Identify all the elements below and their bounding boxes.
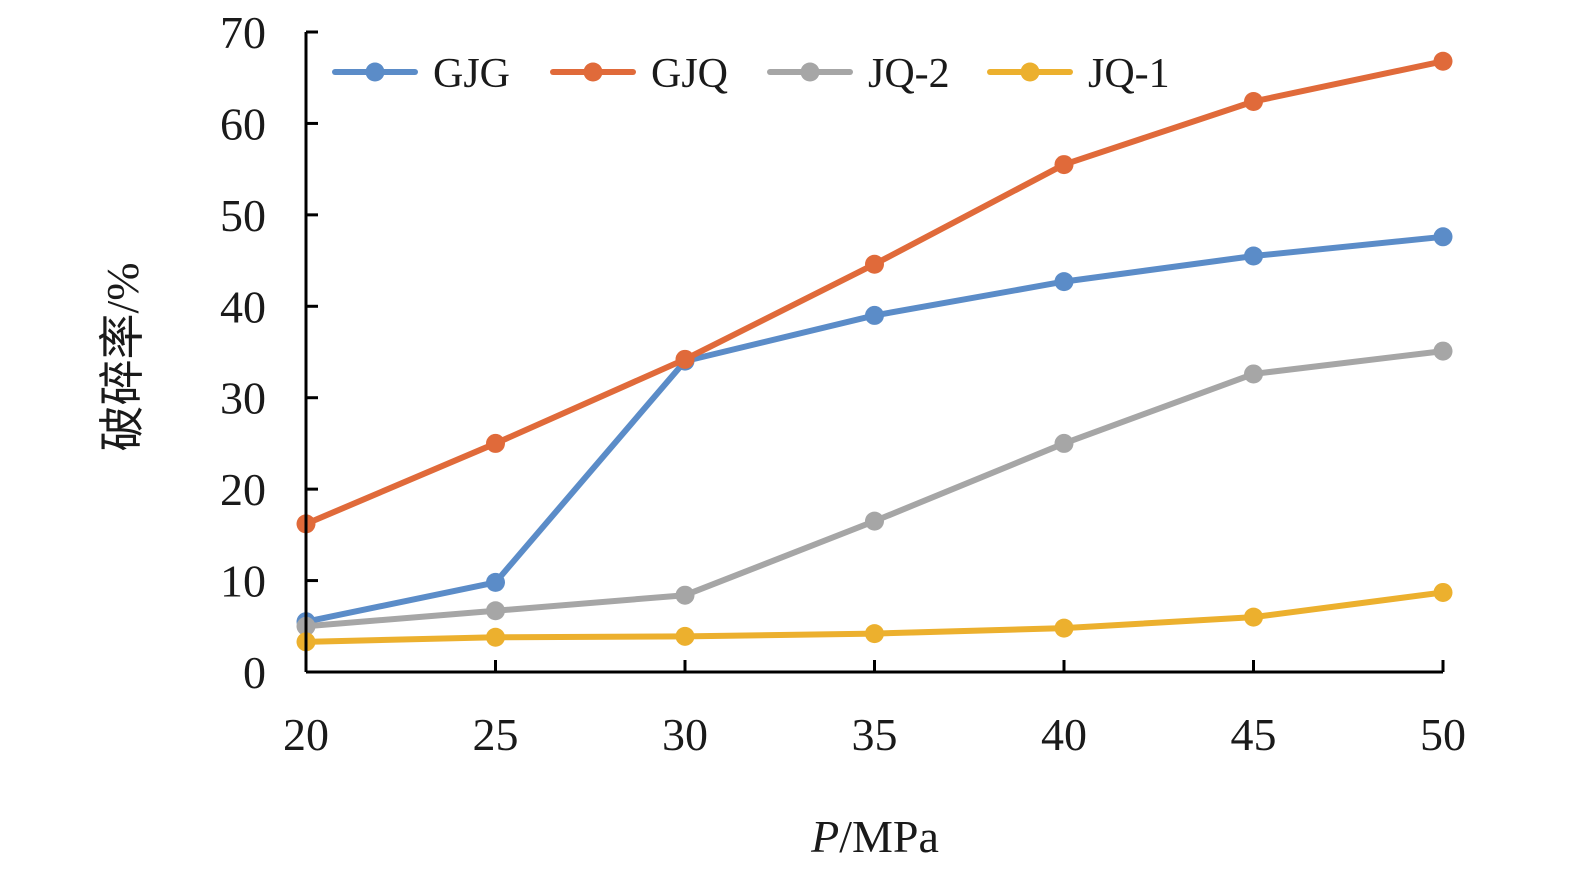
series-line-gjg <box>303 233 1446 625</box>
series-jq-2 <box>296 341 1453 636</box>
y-tick-label: 50 <box>220 190 266 241</box>
legend-swatch-marker <box>1020 62 1040 82</box>
data-point-jq-2 <box>865 511 884 531</box>
data-point-jq-1 <box>486 627 505 647</box>
data-point-gjq <box>486 433 505 453</box>
legend-item-jq-1: JQ-1 <box>987 51 1170 97</box>
x-tick-label: 20 <box>283 709 329 760</box>
data-point-gjg <box>486 572 505 592</box>
data-point-gjq <box>675 349 695 369</box>
y-tick-label: 70 <box>220 7 266 58</box>
y-tick-label: 0 <box>243 647 266 698</box>
legend-label: JQ-1 <box>1088 51 1170 97</box>
plot-series-layer <box>296 51 1453 652</box>
data-point-jq-1 <box>1054 618 1074 638</box>
data-point-gjg <box>1054 272 1074 292</box>
series-line-gjq <box>303 58 1446 527</box>
legend-item-gjq: GJQ <box>550 51 728 97</box>
data-point-gjg <box>865 305 884 325</box>
x-axis-title-variable: P <box>810 811 839 862</box>
y-tick-label: 30 <box>220 373 266 424</box>
x-axis-title: P/MPa <box>810 811 939 862</box>
legend-label: JQ-2 <box>868 51 950 97</box>
legend-label: GJQ <box>651 51 728 97</box>
x-tick-label: 50 <box>1420 709 1466 760</box>
data-point-gjg <box>1433 227 1453 247</box>
axes: 0 10 20 30 40 50 60 70 20 25 30 35 40 45 50 <box>220 7 1466 760</box>
x-tick-label: 40 <box>1041 709 1087 760</box>
y-tick-label: 60 <box>220 98 266 149</box>
x-tick-label: 35 <box>852 709 898 760</box>
x-tick-label: 45 <box>1231 709 1277 760</box>
legend-item-jq-2: JQ-2 <box>767 51 950 97</box>
data-point-jq-1 <box>1433 582 1453 602</box>
x-tick-label: 30 <box>662 709 708 760</box>
data-point-jq-2 <box>675 585 695 605</box>
data-point-gjq <box>1244 91 1263 111</box>
data-point-gjq <box>865 254 884 274</box>
data-point-jq-1 <box>865 624 884 644</box>
y-axis-ticks: 0 10 20 30 40 50 60 70 <box>220 7 318 698</box>
x-axis-ticks: 20 25 30 35 40 45 50 <box>283 660 1466 760</box>
series-gjq <box>296 51 1453 534</box>
y-axis-title: 破碎率/% <box>97 262 148 451</box>
legend-item-gjg: GJG <box>332 51 510 97</box>
data-point-jq-2 <box>486 601 505 621</box>
y-tick-label: 10 <box>220 556 266 607</box>
legend-swatch-marker <box>583 62 603 82</box>
data-point-jq-2 <box>1433 341 1453 361</box>
x-tick-label: 25 <box>473 709 519 760</box>
series-gjg <box>296 227 1453 632</box>
data-point-jq-1 <box>675 626 695 646</box>
y-tick-label: 40 <box>220 281 266 332</box>
legend: GJG GJQ JQ-2 JQ-1 <box>332 51 1170 97</box>
legend-label: GJG <box>433 51 510 97</box>
data-point-gjq <box>1433 51 1453 71</box>
y-tick-label: 20 <box>220 464 266 515</box>
legend-swatch-marker <box>800 62 820 82</box>
data-point-jq-2 <box>1244 364 1263 384</box>
data-point-gjq <box>1054 155 1074 175</box>
x-axis-title-unit: /MPa <box>839 811 939 862</box>
legend-swatch-marker <box>365 62 385 82</box>
data-point-gjg <box>1244 246 1263 266</box>
data-point-jq-1 <box>1244 607 1263 627</box>
series-jq-1 <box>296 582 1453 652</box>
data-point-jq-2 <box>1054 433 1074 453</box>
